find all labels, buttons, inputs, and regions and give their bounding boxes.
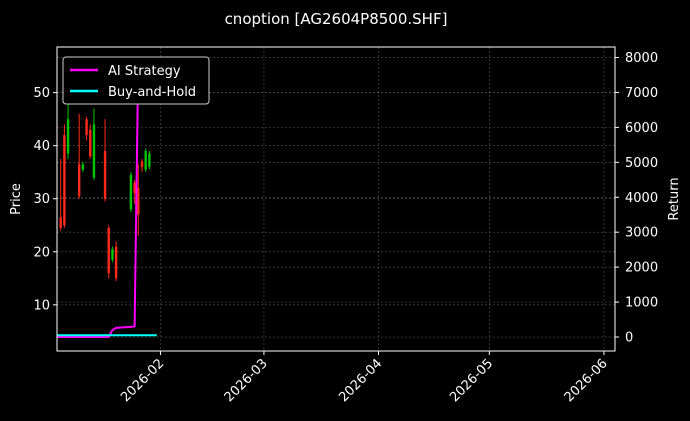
y-axis-label-right: Return [667,177,682,220]
candle-layer [59,82,151,281]
candle-body [63,135,66,226]
y2-tick-label: 7000 [625,86,658,101]
y2-tick-label: 5000 [625,156,658,171]
candle-body [133,182,136,194]
y2-tick-label: 1000 [625,296,658,311]
y-axis-right: 0 1000 2000 3000 4000 5000 6000 7000 8000 [615,51,658,346]
candle-body [114,246,118,279]
y2-tick-label: 2000 [625,261,658,276]
candle-body [92,124,96,178]
y-axis-label-left: Price [9,183,24,215]
y2-tick-label: 6000 [625,121,658,136]
legend-box [62,56,210,105]
candle-body [59,217,62,228]
y-tick-label: 50 [33,86,50,101]
candle-body [66,119,70,154]
candle-body [81,164,85,170]
candle-body [148,153,151,167]
candle-body [129,174,133,210]
legend-label-buy-and-hold: Buy-and-Hold [108,85,196,100]
y2-tick-label: 3000 [625,226,658,241]
y-tick-label: 30 [33,192,50,207]
y2-tick-label: 0 [625,331,633,346]
candle-body [103,150,107,199]
candle-body [140,161,144,167]
candle-body [137,188,140,215]
y-tick-label: 10 [33,298,50,313]
y2-tick-label: 4000 [625,191,658,206]
y-tick-label: 20 [33,245,50,260]
y-axis-left: 10 20 30 40 50 [33,86,57,313]
chart-title: cnoption [AG2604P8500.SHF] [225,10,448,28]
y-tick-label: 40 [33,139,50,154]
legend: AI Strategy Buy-and-Hold [62,56,210,105]
y2-tick-label: 8000 [625,51,658,66]
candle-body [107,227,110,274]
candle-body [77,164,81,197]
candle-body [111,249,114,260]
candle-body [85,119,88,136]
legend-label-ai-strategy: AI Strategy [108,64,181,79]
candle-body [89,129,92,157]
candle-body [144,150,147,170]
